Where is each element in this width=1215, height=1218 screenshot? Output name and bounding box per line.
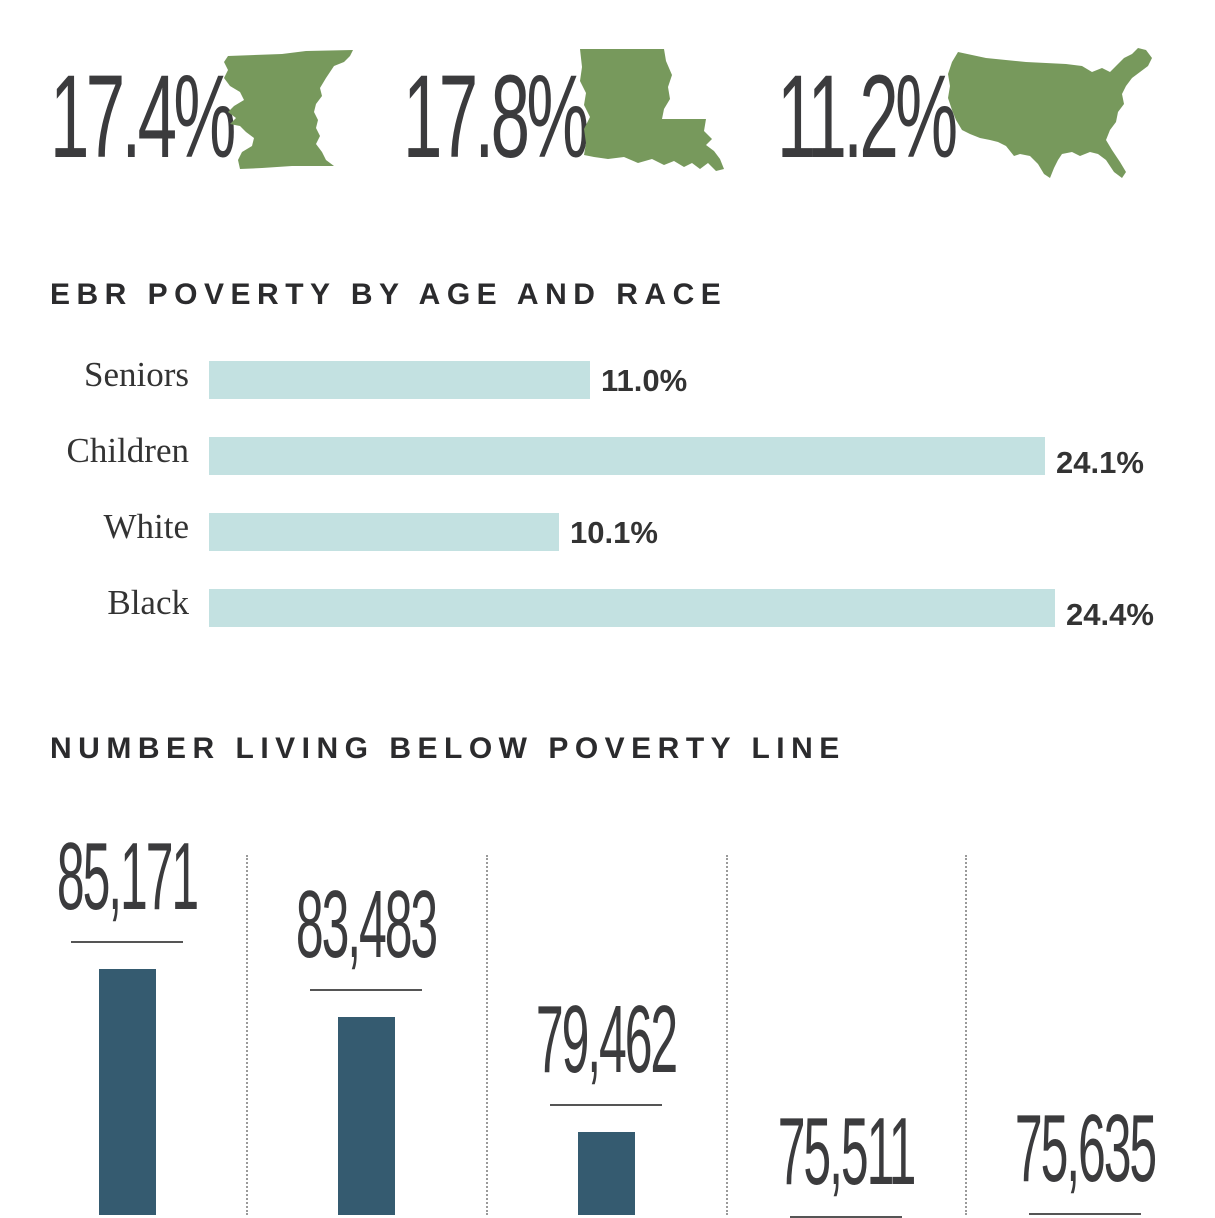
bar-label-children: Children — [66, 431, 189, 470]
count-value-label: 75,635 — [1014, 1095, 1157, 1202]
column-divider — [486, 855, 488, 1215]
bar-white — [209, 513, 559, 551]
bar-black — [209, 589, 1055, 627]
bar-value-black: 24.4% — [1066, 597, 1154, 632]
count-rule — [550, 1104, 662, 1106]
bar-label-seniors: Seniors — [84, 355, 189, 394]
bar-value-children: 24.1% — [1056, 445, 1144, 480]
column-divider — [965, 855, 967, 1215]
united-states-map-icon — [948, 48, 1152, 178]
age-race-chart-title: EBR POVERTY BY AGE AND RACE — [50, 278, 728, 311]
bar-children — [209, 437, 1045, 475]
stat-ebr-value: 17.4% — [50, 51, 236, 183]
count-rule — [71, 941, 183, 943]
poverty-count-chart-title: NUMBER LIVING BELOW POVERTY LINE — [50, 732, 846, 765]
louisiana-map-icon — [580, 49, 724, 171]
count-bar — [338, 1017, 395, 1215]
east-baton-rouge-parish-map-icon — [224, 50, 353, 169]
count-value-label: 75,511 — [777, 1098, 917, 1205]
count-bar — [99, 969, 156, 1215]
stat-us-value: 11.2% — [777, 51, 958, 183]
bar-label-white: White — [103, 507, 189, 546]
bar-label-black: Black — [107, 583, 189, 622]
stat-louisiana-value: 17.8% — [403, 51, 589, 183]
count-rule — [1029, 1213, 1141, 1215]
count-value-label: 79,462 — [535, 986, 678, 1093]
bar-seniors — [209, 361, 590, 399]
column-divider — [726, 855, 728, 1215]
count-bar — [578, 1132, 635, 1215]
bar-value-white: 10.1% — [570, 515, 658, 550]
column-divider — [246, 855, 248, 1215]
count-value-label: 85,171 — [56, 823, 199, 930]
bar-value-seniors: 11.0% — [601, 363, 688, 398]
count-value-label: 83,483 — [295, 871, 438, 978]
count-rule — [310, 989, 422, 991]
